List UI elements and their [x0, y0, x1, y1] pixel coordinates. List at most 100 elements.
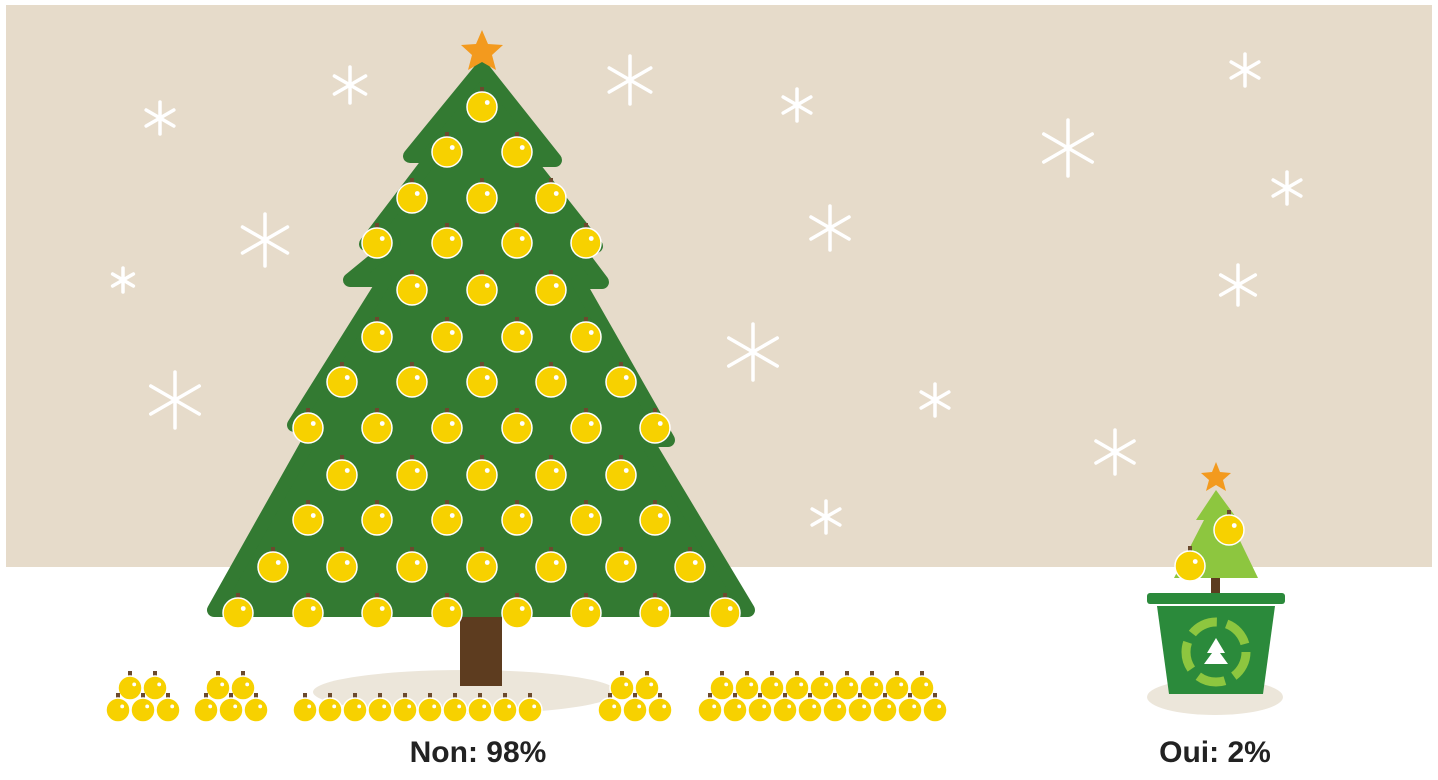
- ornament: [293, 598, 323, 628]
- ornament: [397, 275, 427, 305]
- ornament-shine: [120, 704, 124, 708]
- ornament: [848, 698, 872, 722]
- ornament-shine: [132, 682, 136, 686]
- ornament-shine: [1232, 523, 1237, 528]
- ornament: [648, 698, 672, 722]
- ornament: [467, 367, 497, 397]
- ornament-shine: [307, 704, 311, 708]
- ornament-shine: [912, 704, 916, 708]
- ornament: [1214, 515, 1244, 545]
- ornament: [823, 698, 847, 722]
- pot-rim: [1147, 593, 1285, 604]
- trunk: [460, 612, 502, 686]
- label-non: Non: 98%: [410, 736, 547, 769]
- ornament-shine: [637, 704, 641, 708]
- ornament-shine: [837, 704, 841, 708]
- ornament-shine: [415, 191, 420, 196]
- ornament-shine: [824, 682, 828, 686]
- ornament-shine: [485, 191, 490, 196]
- ornament: [397, 460, 427, 490]
- ornament: [598, 698, 622, 722]
- ornament-shine: [380, 606, 385, 611]
- ornament-shine: [874, 682, 878, 686]
- ornament: [502, 228, 532, 258]
- ornament: [362, 228, 392, 258]
- ornament-shine: [485, 100, 490, 105]
- ornament: [518, 698, 542, 722]
- ornament: [675, 552, 705, 582]
- ornament-shine: [812, 704, 816, 708]
- ornament: [293, 505, 323, 535]
- ornament-shine: [311, 606, 316, 611]
- ornament-shine: [450, 330, 455, 335]
- ornament-shine: [170, 704, 174, 708]
- ornament: [118, 676, 142, 700]
- ornament-shine: [345, 375, 350, 380]
- ornament-shine: [450, 421, 455, 426]
- ornament: [362, 598, 392, 628]
- ornament: [785, 676, 809, 700]
- ornament-shine: [507, 704, 511, 708]
- ornament: [873, 698, 897, 722]
- ornament-shine: [787, 704, 791, 708]
- ornament: [468, 698, 492, 722]
- ornament-shine: [357, 704, 361, 708]
- ornament: [502, 598, 532, 628]
- ornament-shine: [658, 421, 663, 426]
- ornament-shine: [208, 704, 212, 708]
- ornament: [635, 676, 659, 700]
- ornament: [698, 698, 722, 722]
- ornament-shine: [554, 468, 559, 473]
- ornament: [318, 698, 342, 722]
- ornament: [493, 698, 517, 722]
- ornament-shine: [380, 236, 385, 241]
- ornament-shine: [241, 606, 246, 611]
- ornament: [106, 698, 130, 722]
- ornament: [640, 598, 670, 628]
- ornament-shine: [589, 513, 594, 518]
- ornament-shine: [482, 704, 486, 708]
- ornament: [606, 460, 636, 490]
- ornament-shine: [520, 513, 525, 518]
- ornament: [860, 676, 884, 700]
- ornament-shine: [693, 560, 698, 565]
- ornament-shine: [612, 704, 616, 708]
- ornament-shine: [658, 606, 663, 611]
- ornament: [536, 183, 566, 213]
- ornament-shine: [432, 704, 436, 708]
- ornament-shine: [554, 283, 559, 288]
- ornament-shine: [258, 704, 262, 708]
- ornament-shine: [749, 682, 753, 686]
- ornament: [432, 505, 462, 535]
- ornament: [418, 698, 442, 722]
- ornament-shine: [450, 145, 455, 150]
- ornament: [606, 552, 636, 582]
- ornament: [571, 228, 601, 258]
- ornament: [432, 322, 462, 352]
- ornament-shine: [849, 682, 853, 686]
- ornament: [536, 275, 566, 305]
- ornament-shine: [589, 606, 594, 611]
- ornament: [536, 460, 566, 490]
- value-label: 98%: [486, 736, 546, 769]
- ornament-shine: [157, 682, 161, 686]
- ornament-shine: [589, 330, 594, 335]
- ornament-shine: [415, 468, 420, 473]
- ornament: [1175, 551, 1205, 581]
- ornament-shine: [520, 236, 525, 241]
- ornament-shine: [799, 682, 803, 686]
- ornament: [610, 676, 634, 700]
- ornament-shine: [728, 606, 733, 611]
- ornament-shine: [712, 704, 716, 708]
- ornament: [443, 698, 467, 722]
- ornament: [258, 552, 288, 582]
- ornament: [244, 698, 268, 722]
- ornament-shine: [937, 704, 941, 708]
- ornament-shine: [520, 145, 525, 150]
- ornament: [131, 698, 155, 722]
- ornament-shine: [380, 421, 385, 426]
- ornament-shine: [589, 421, 594, 426]
- ornament: [293, 698, 317, 722]
- ornament-shine: [589, 236, 594, 241]
- ornament: [467, 552, 497, 582]
